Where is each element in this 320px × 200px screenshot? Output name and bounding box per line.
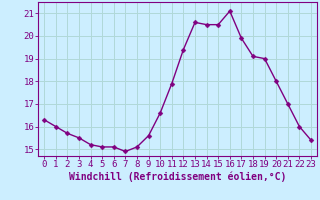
X-axis label: Windchill (Refroidissement éolien,°C): Windchill (Refroidissement éolien,°C) — [69, 172, 286, 182]
